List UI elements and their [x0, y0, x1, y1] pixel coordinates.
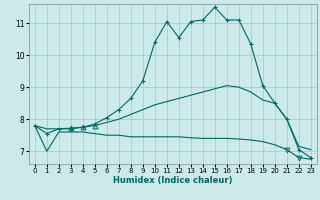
- X-axis label: Humidex (Indice chaleur): Humidex (Indice chaleur): [113, 176, 233, 185]
